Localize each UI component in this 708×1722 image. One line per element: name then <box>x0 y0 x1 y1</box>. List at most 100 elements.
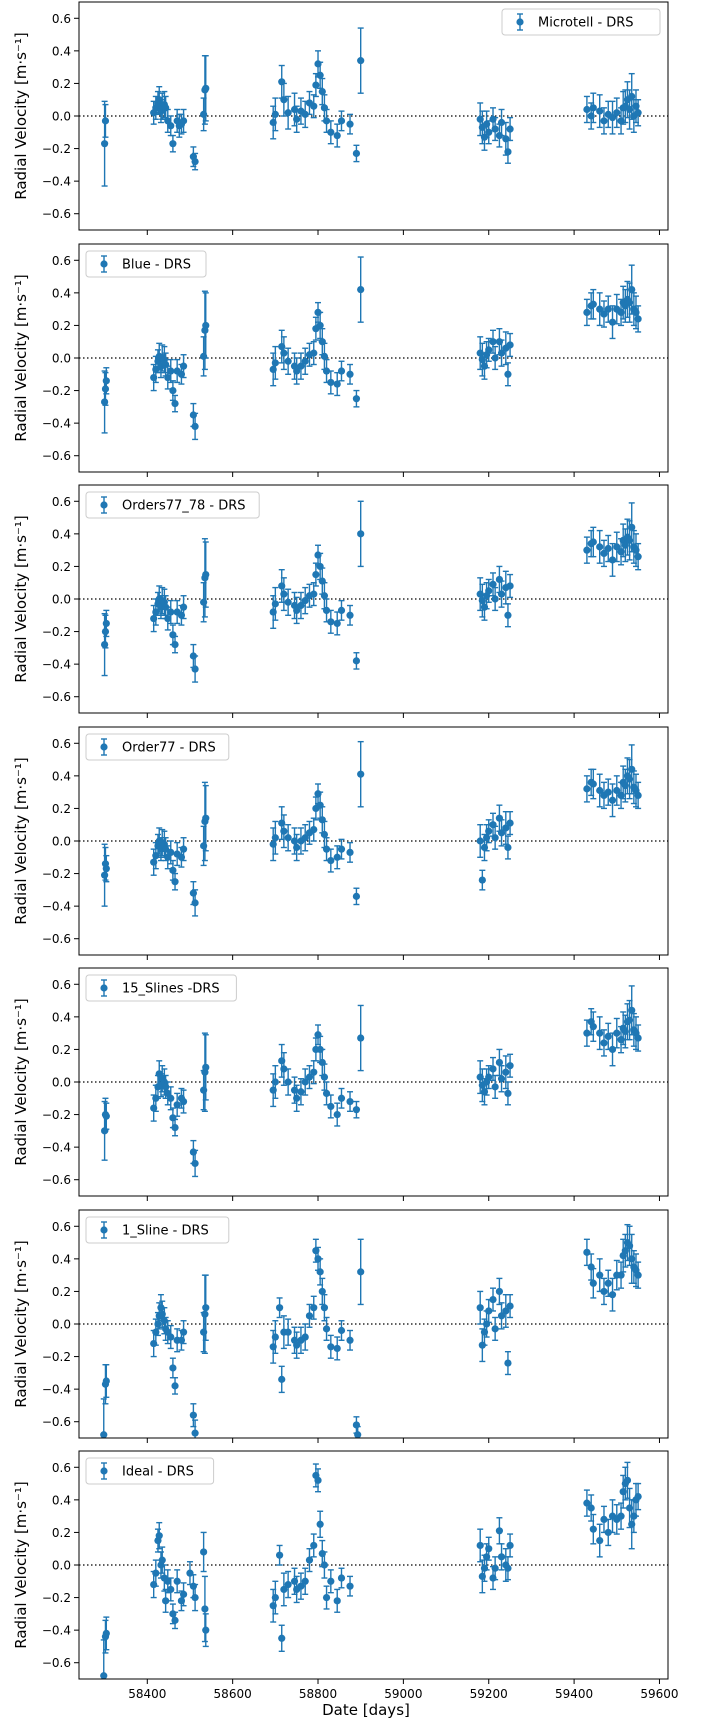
data-point <box>271 359 279 367</box>
data-point <box>485 128 493 136</box>
data-point <box>284 598 292 606</box>
data-point <box>301 1078 309 1086</box>
legend-marker <box>100 1467 108 1475</box>
data-point <box>613 786 621 795</box>
data-point <box>596 786 604 795</box>
data-point <box>167 122 175 130</box>
data-point <box>504 843 512 852</box>
data-point <box>301 110 309 118</box>
data-point <box>276 1551 284 1559</box>
data-series <box>100 1461 642 1679</box>
data-point <box>634 109 642 117</box>
x-tick-label: 59600 <box>640 1687 678 1701</box>
data-point <box>316 71 324 79</box>
data-point <box>623 1476 632 1484</box>
data-point <box>169 1364 177 1372</box>
legend-box <box>85 1216 230 1244</box>
data-point <box>497 118 506 127</box>
legend-marker <box>100 260 108 268</box>
data-point <box>271 1078 279 1086</box>
legend-marker <box>100 501 108 509</box>
data-series <box>101 500 642 683</box>
chart-panel-6: −0.6 −0.4 −0.2 0.0 0.2 0.4 0.6 Radial Velocity … <box>12 1209 669 1443</box>
data-point <box>310 1541 318 1550</box>
data-point <box>337 367 346 375</box>
data-point <box>495 1527 504 1535</box>
data-point <box>293 1341 301 1349</box>
y-tick-label: 0.2 <box>52 1526 71 1540</box>
y-tick-label: −0.2 <box>42 1350 71 1364</box>
data-point <box>167 1585 175 1594</box>
data-point <box>271 1333 279 1341</box>
data-point <box>476 1304 484 1312</box>
data-point <box>485 346 493 354</box>
data-point <box>596 543 604 551</box>
data-point <box>179 1328 188 1336</box>
y-tick-label: 0.2 <box>52 1285 71 1299</box>
y-tick-label: −0.2 <box>42 1108 71 1122</box>
y-tick-label: 0.4 <box>52 1252 71 1266</box>
y-axis-label: Radial Velocity [m·s⁻¹] <box>12 998 30 1166</box>
data-point <box>491 834 499 842</box>
data-point <box>604 1528 612 1537</box>
data-point <box>628 1006 636 1014</box>
data-point <box>352 657 361 665</box>
data-point <box>305 1556 314 1564</box>
y-tick-label: 0.0 <box>52 1318 71 1332</box>
data-point <box>608 796 617 804</box>
data-point <box>322 1089 331 1097</box>
legend-box <box>85 491 260 519</box>
data-point <box>173 1577 181 1585</box>
data-point <box>297 1582 305 1590</box>
y-tick-label: 0.2 <box>52 1043 71 1057</box>
data-point <box>497 829 506 837</box>
data-point <box>352 892 361 900</box>
y-tick-label: 0.0 <box>52 593 71 607</box>
y-axis-label: Radial Velocity [m·s⁻¹] <box>12 757 30 925</box>
data-point <box>506 819 514 827</box>
y-tick-label: −0.6 <box>42 449 71 463</box>
chart-panel-1: −0.6 −0.4 −0.2 0.0 0.2 0.4 0.6 Radial Velocity … <box>12 1 669 235</box>
y-tick-label: −0.2 <box>42 142 71 156</box>
data-point <box>201 1605 209 1613</box>
data-point <box>191 665 199 673</box>
data-point <box>179 603 188 611</box>
data-point <box>504 370 512 378</box>
y-tick-label: 0.6 <box>52 254 71 268</box>
data-point <box>600 117 608 125</box>
data-point <box>506 341 514 349</box>
data-point <box>634 1493 642 1501</box>
data-point <box>167 608 175 616</box>
data-point <box>189 1411 197 1419</box>
data-point <box>171 641 179 649</box>
data-point <box>589 780 597 788</box>
data-series <box>100 1223 642 1438</box>
data-point <box>337 845 346 853</box>
y-tick-label: −0.6 <box>42 1173 71 1187</box>
data-point <box>179 117 188 125</box>
data-point <box>169 386 177 395</box>
data-point <box>333 380 341 388</box>
data-point <box>189 1582 197 1590</box>
data-point <box>489 580 497 588</box>
data-point <box>583 546 591 554</box>
data-point <box>189 411 197 419</box>
data-point <box>155 1532 163 1540</box>
data-point <box>301 357 309 365</box>
data-point <box>502 1068 510 1076</box>
data-point <box>191 1159 199 1168</box>
data-point <box>169 140 177 148</box>
data-point <box>191 158 199 166</box>
data-point <box>589 538 597 546</box>
data-point <box>357 286 365 294</box>
data-point <box>102 1629 110 1637</box>
data-point <box>333 1344 341 1353</box>
data-point <box>485 587 493 595</box>
data-point <box>596 305 604 313</box>
data-point <box>173 1101 181 1109</box>
data-point <box>101 641 109 649</box>
data-point <box>489 1065 497 1073</box>
data-point <box>327 856 335 865</box>
data-point <box>352 149 361 158</box>
